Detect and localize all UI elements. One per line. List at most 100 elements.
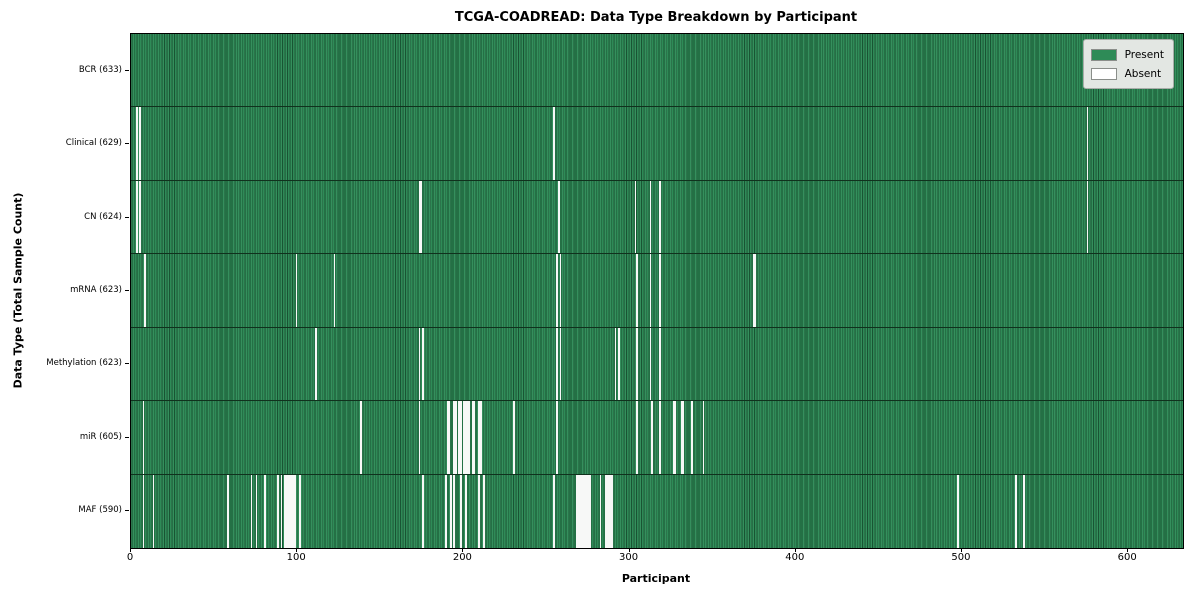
absent-stripe xyxy=(659,254,662,327)
absent-stripe xyxy=(288,474,291,548)
x-tick-mark xyxy=(628,548,630,552)
absent-stripe xyxy=(559,254,562,327)
absent-stripe xyxy=(135,107,138,180)
absent-stripe xyxy=(473,401,476,474)
absent-stripe xyxy=(465,401,467,474)
legend-item-absent: Absent xyxy=(1090,64,1164,83)
absent-stripe xyxy=(466,401,469,474)
absent-stripe xyxy=(480,401,482,474)
y-tick-mark xyxy=(125,143,129,145)
absent-stripe xyxy=(611,474,613,548)
absent-stripe xyxy=(649,254,652,327)
absent-stripe xyxy=(636,327,638,401)
absent-stripe xyxy=(558,180,560,254)
absent-stripe xyxy=(672,401,675,474)
row-clinical xyxy=(131,107,1183,181)
y-tick-mark xyxy=(125,69,129,71)
absent-stripe xyxy=(702,401,705,474)
absent-stripe xyxy=(607,474,610,548)
absent-stripe xyxy=(478,401,481,474)
absent-stripe xyxy=(634,180,637,254)
legend-item-present: Present xyxy=(1090,45,1164,64)
absent-stripe xyxy=(139,107,141,180)
absent-stripe xyxy=(448,401,451,474)
absent-stripe xyxy=(649,327,652,401)
absent-stripe xyxy=(280,474,283,548)
absent-stripe xyxy=(614,327,617,401)
absent-stripe xyxy=(421,474,424,548)
y-tick-label-cn: CN (624) xyxy=(84,211,122,222)
x-tick-mark xyxy=(794,548,796,552)
absent-stripe xyxy=(589,474,592,548)
absent-stripe xyxy=(144,254,146,327)
row-cn xyxy=(131,180,1183,255)
absent-stripe xyxy=(752,254,755,327)
absent-stripe xyxy=(478,474,481,548)
chart-title: TCGA-COADREAD: Data Type Breakdown by Pa… xyxy=(454,10,858,25)
x-tick-label-600: 600 xyxy=(1117,552,1137,563)
present-swatch-icon xyxy=(1090,48,1117,61)
absent-stripe xyxy=(636,401,638,474)
absent-stripe xyxy=(556,254,559,327)
x-tick-label-0: 0 xyxy=(126,552,134,563)
absent-stripe xyxy=(298,474,301,548)
absent-stripe xyxy=(606,474,608,548)
absent-stripe xyxy=(283,474,286,548)
absent-stripe xyxy=(255,474,258,548)
absent-stripe xyxy=(139,180,141,254)
absent-stripe xyxy=(333,254,336,327)
absent-stripe xyxy=(458,401,461,474)
absent-stripe xyxy=(293,474,296,548)
x-tick-mark xyxy=(1127,548,1129,552)
absent-stripe xyxy=(1086,180,1089,254)
absent-stripe xyxy=(513,401,515,474)
absent-stripe xyxy=(956,474,959,548)
y-tick-mark xyxy=(125,363,129,365)
absent-stripe xyxy=(421,327,424,401)
absent-stripe xyxy=(483,474,486,548)
absent-stripe xyxy=(578,474,580,548)
absent-swatch-icon xyxy=(1090,67,1117,80)
absent-stripe xyxy=(576,474,579,548)
absent-stripe xyxy=(263,474,266,548)
absent-stripe xyxy=(649,180,652,254)
absent-stripe xyxy=(250,474,253,548)
x-tick-label-200: 200 xyxy=(452,552,472,563)
y-tick-mark xyxy=(125,510,129,512)
x-tick-label-400: 400 xyxy=(785,552,805,563)
x-tick-label-300: 300 xyxy=(619,552,639,563)
absent-stripe xyxy=(659,180,662,254)
absent-stripe xyxy=(445,474,447,548)
absent-stripe xyxy=(142,474,145,548)
absent-stripe xyxy=(559,327,562,401)
absent-stripe xyxy=(579,474,582,548)
plot-area: Present Absent xyxy=(130,33,1184,549)
absent-stripe xyxy=(584,474,587,548)
absent-stripe xyxy=(152,474,155,548)
absent-stripe xyxy=(142,401,145,474)
y-tick-mark xyxy=(125,216,129,218)
absent-stripe xyxy=(292,474,294,548)
x-tick-mark xyxy=(462,548,464,552)
absent-stripe xyxy=(418,180,421,254)
y-tick-label-mir: miR (605) xyxy=(79,431,122,442)
y-tick-label-mrna: mRNA (623) xyxy=(70,285,122,295)
absent-stripe xyxy=(465,474,467,548)
row-methylation xyxy=(131,327,1183,402)
absent-stripe xyxy=(460,474,462,548)
y-tick-label-clinical: Clinical (629) xyxy=(65,138,122,149)
absent-stripe xyxy=(420,180,422,254)
absent-stripe xyxy=(659,327,662,401)
absent-stripe xyxy=(691,401,693,474)
absent-stripe xyxy=(659,401,662,474)
absent-stripe xyxy=(418,401,421,474)
x-tick-mark xyxy=(296,548,298,552)
row-bcr xyxy=(131,34,1183,108)
absent-stripe xyxy=(227,474,230,548)
absent-stripe xyxy=(277,474,279,548)
absent-stripe xyxy=(604,474,607,548)
absent-stripe xyxy=(285,474,288,548)
absent-stripe xyxy=(453,401,456,474)
absent-stripe xyxy=(453,474,456,548)
absent-stripe xyxy=(553,107,555,180)
